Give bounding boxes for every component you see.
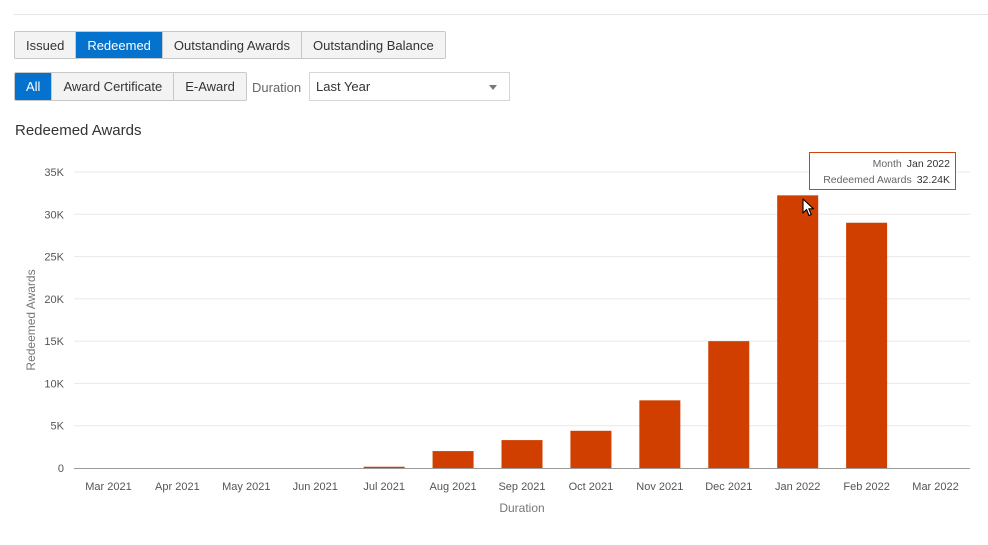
tab-outstanding-balance[interactable]: Outstanding Balance <box>302 32 445 58</box>
tab-redeemed[interactable]: Redeemed <box>76 32 163 58</box>
x-tick-label: Dec 2021 <box>705 481 752 493</box>
x-tick-label: Sep 2021 <box>498 481 545 493</box>
bar[interactable] <box>432 451 474 468</box>
filter-award-certificate[interactable]: Award Certificate <box>52 73 175 100</box>
tooltip-metric-value: 32.24K <box>916 174 950 186</box>
y-tick-label: 15K <box>44 336 64 348</box>
chart-title: Redeemed Awards <box>15 122 142 139</box>
tooltip-metric-label: Redeemed Awards <box>823 174 912 186</box>
bar[interactable] <box>363 466 405 468</box>
x-tick-label: Apr 2021 <box>155 481 200 493</box>
y-tick-label: 10K <box>44 378 64 390</box>
y-axis-ticks: 0 5K 10K 15K 20K 25K 30K 35K <box>44 167 64 475</box>
x-tick-label: Feb 2022 <box>843 481 889 493</box>
top-divider <box>14 14 988 15</box>
y-axis-title: Redeemed Awards <box>24 269 38 370</box>
y-tick-label: 0 <box>58 463 64 475</box>
chevron-down-icon <box>489 85 497 90</box>
filter-e-award[interactable]: E-Award <box>174 73 246 100</box>
y-tick-label: 25K <box>44 252 64 264</box>
x-tick-label: Aug 2021 <box>430 481 477 493</box>
x-axis-ticks: Mar 2021 Apr 2021 May 2021 Jun 2021 Jul 2021… <box>85 481 959 493</box>
bar[interactable] <box>570 430 612 468</box>
duration-selected-value: Last Year <box>316 79 371 94</box>
duration-select[interactable]: Last Year <box>309 72 510 101</box>
tab-issued[interactable]: Issued <box>15 32 77 58</box>
x-tick-label: Jan 2022 <box>775 481 820 493</box>
tooltip-month-value: Jan 2022 <box>906 158 950 170</box>
bar-tooltip: Month Jan 2022 Redeemed Awards 32.24K <box>809 152 956 190</box>
bar[interactable] <box>501 440 543 468</box>
bar[interactable] <box>777 195 819 468</box>
y-tick-label: 30K <box>44 209 64 221</box>
x-tick-label: Mar 2022 <box>912 481 958 493</box>
bars <box>363 195 888 468</box>
bar[interactable] <box>846 222 888 468</box>
mouse-pointer-icon <box>802 198 815 217</box>
tab-outstanding-awards[interactable]: Outstanding Awards <box>162 32 303 58</box>
x-tick-label: May 2021 <box>222 481 270 493</box>
duration-label: Duration <box>252 80 302 95</box>
bar[interactable] <box>708 341 750 468</box>
y-tick-label: 5K <box>51 421 65 433</box>
metric-tabs: Issued Redeemed Outstanding Awards Outst… <box>14 31 446 59</box>
x-tick-label: Oct 2021 <box>569 481 614 493</box>
x-tick-label: Jul 2021 <box>363 481 405 493</box>
bar[interactable] <box>639 400 681 468</box>
filter-all[interactable]: All <box>15 73 53 100</box>
x-axis-title: Duration <box>499 501 544 515</box>
y-tick-label: 20K <box>44 294 64 306</box>
tooltip-month-label: Month <box>872 158 902 170</box>
y-tick-label: 35K <box>44 167 64 179</box>
x-tick-label: Nov 2021 <box>636 481 683 493</box>
award-type-filter: All Award Certificate E-Award <box>14 72 247 101</box>
gridlines <box>74 171 970 427</box>
x-tick-label: Mar 2021 <box>85 481 131 493</box>
x-tick-label: Jun 2021 <box>293 481 338 493</box>
